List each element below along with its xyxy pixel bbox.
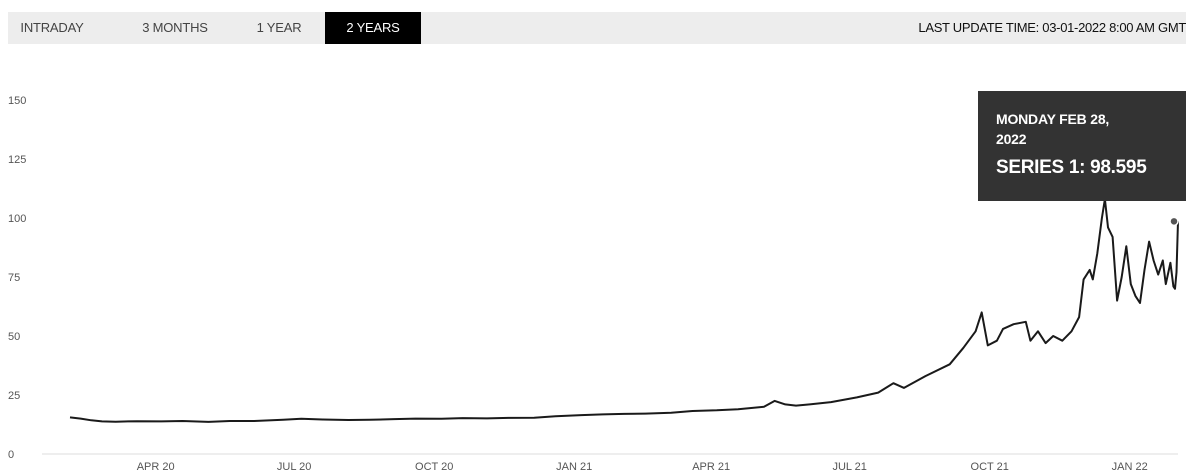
x-tick-label: APR 21 [692,461,730,473]
y-tick-label: 0 [8,449,14,461]
y-tick-label: 25 [8,390,20,402]
x-axis: APR 20 JUL 20 OCT 20 JAN 21 APR 21 JUL 21 OCT … [137,461,1148,473]
y-tick-label: 75 [8,272,20,284]
tooltip-date: MONDAY FEB 28, [996,111,1110,127]
x-tick-label: JUL 21 [832,461,866,473]
tooltip-value: SERIES 1: 98.595 [996,157,1147,178]
x-tick-label: OCT 20 [415,461,453,473]
x-tick-label: JAN 22 [1112,461,1148,473]
y-tick-label: 50 [8,331,20,343]
tab-intraday[interactable]: INTRADAY [20,20,84,35]
y-tick-label: 100 [8,213,26,225]
tab-2-years[interactable]: 2 YEARS [325,12,421,44]
tab-3-months[interactable]: 3 MONTHS [142,20,208,35]
series-1-line [69,198,1179,423]
tooltip-year: 2022 [996,131,1027,147]
timeframe-toolbar: INTRADAY 3 MONTHS 1 YEAR 2 YEARS LAST UP… [8,12,1186,44]
x-tick-label: OCT 21 [971,461,1009,473]
last-update-time: LAST UPDATE TIME: 03-01-2022 8:00 AM GMT [918,20,1186,35]
y-tick-label: 150 [8,95,26,107]
x-tick-label: APR 20 [137,461,175,473]
x-tick-label: JUL 20 [277,461,311,473]
data-tooltip: MONDAY FEB 28, 2022 SERIES 1: 98.595 [978,91,1186,201]
hover-point-marker [1169,216,1179,227]
x-tick-label: JAN 21 [556,461,592,473]
y-axis: 0 25 50 75 100 125 150 [8,95,26,461]
y-tick-label: 125 [8,154,26,166]
tab-1-year[interactable]: 1 YEAR [256,20,302,35]
